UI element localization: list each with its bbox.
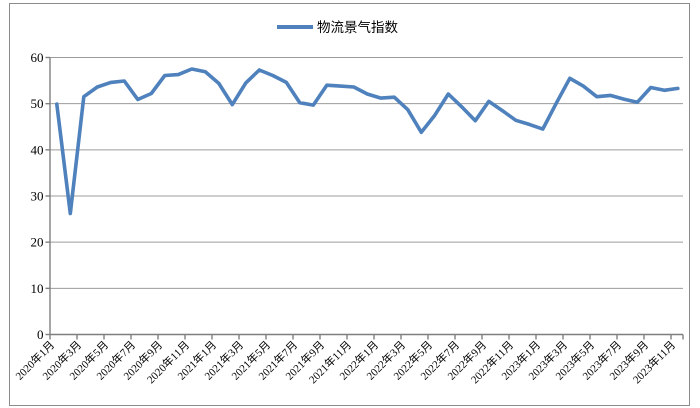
legend: 物流景气指数 (277, 20, 398, 35)
y-axis-label: 20 (31, 235, 44, 250)
legend-label: 物流景气指数 (317, 20, 398, 35)
series-line-物流景气指数 (54, 67, 680, 216)
y-axis-label: 0 (37, 327, 44, 342)
plot-area: 01020304050602020年1月2020年3月2020年5月2020年7… (12, 50, 684, 386)
chart-canvas: 物流景气指数 0 10 20 30 40 50 60 2020年1月 2020年3月 2020年5… (9, 3, 690, 406)
y-axis-label: 30 (31, 189, 44, 204)
y-axis-label: 40 (31, 142, 44, 157)
y-axis-label: 60 (31, 50, 44, 65)
y-axis-label: 10 (31, 281, 44, 296)
y-axis-label: 50 (31, 96, 44, 111)
